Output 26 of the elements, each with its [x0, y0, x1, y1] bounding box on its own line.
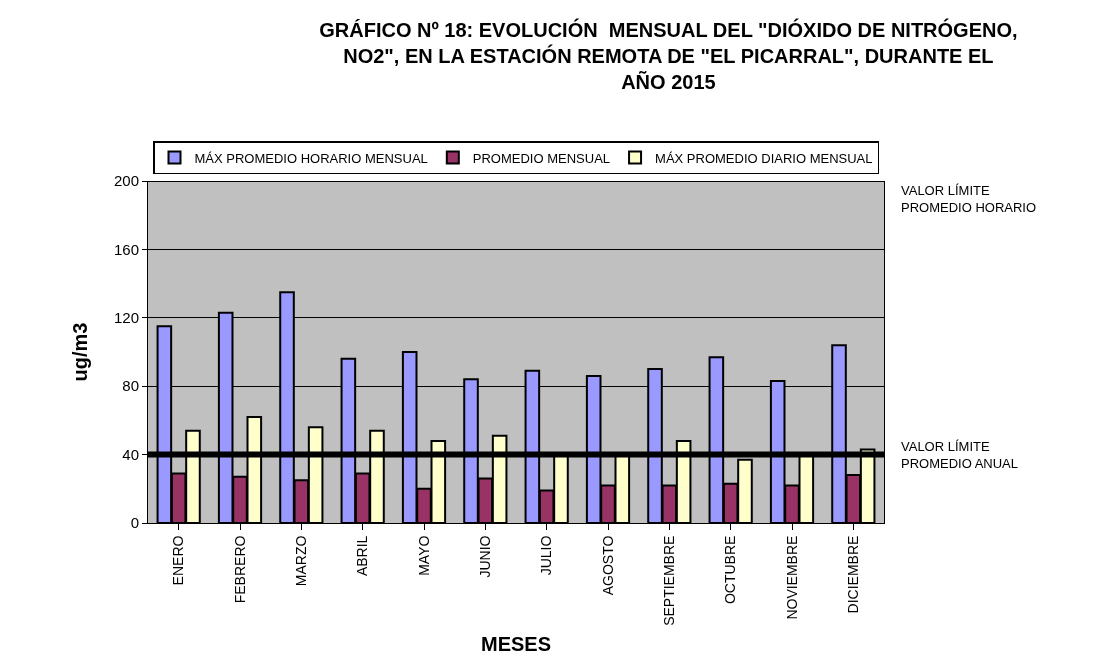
y-tick-label: 40	[122, 445, 139, 463]
y-axis-title: ug/m3	[69, 322, 92, 382]
x-tick-label: FEBRERO	[231, 535, 248, 604]
ref-line-label: VALOR LÍMITE PROMEDIO HORARIO	[901, 183, 1037, 215]
x-tick-label: AGOSTO	[599, 535, 616, 596]
x-tick-label: DICIEMBRE	[844, 535, 861, 614]
x-tick-label: MARZO	[292, 535, 309, 587]
x-tick-label: NOVIEMBRE	[783, 535, 800, 620]
x-tick-label: MAYO	[415, 535, 432, 576]
x-tick-label: OCTUBRE	[722, 535, 739, 605]
y-tick-label: 80	[122, 377, 139, 395]
x-tick-label: SEPTIEMBRE	[660, 535, 677, 626]
x-tick-label: JUNIO	[476, 535, 493, 578]
y-tick-label: 200	[113, 172, 139, 190]
y-tick-label: 120	[113, 309, 139, 327]
y-tick-label: 0	[130, 514, 139, 532]
x-tick-label: ABRIL	[354, 535, 371, 577]
legend-label: MÁX PROMEDIO HORARIO MENSUAL	[194, 150, 428, 166]
legend-label: MÁX PROMEDIO DIARIO MENSUAL	[655, 150, 873, 166]
x-axis-title: MESES	[480, 633, 552, 656]
chart-title: GRÁFICO Nº 18: EVOLUCIÓN MENSUAL DEL "DIÓXIDO DE NITRÓGENO, NO2", EN LA ESTACIÓN REMOTA DE "EL PICARRAL", DURANTE EL AÑO 2015	[319, 17, 1018, 93]
x-tick-label: JULIO	[538, 535, 555, 576]
legend-label: PROMEDIO MENSUAL	[472, 150, 611, 166]
x-tick-label: ENERO	[170, 535, 187, 586]
ref-line-label: VALOR LÍMITE PROMEDIO ANUAL	[901, 439, 1019, 471]
y-tick-label: 160	[113, 240, 139, 258]
